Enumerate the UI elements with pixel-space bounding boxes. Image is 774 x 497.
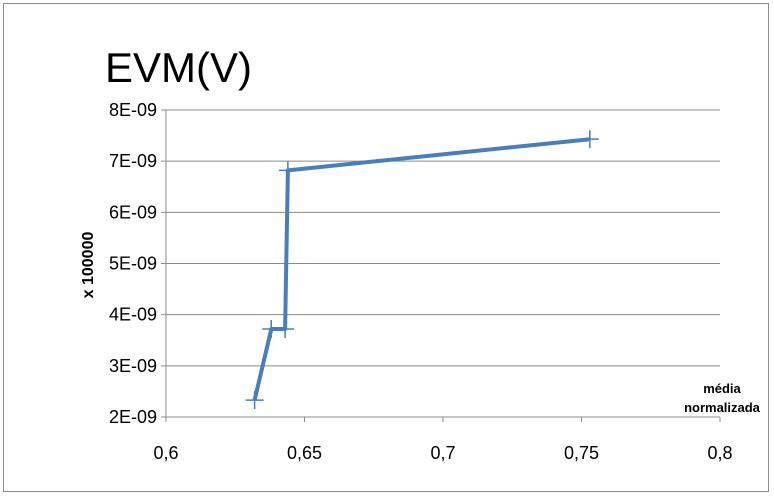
y-tick-label-2: 4E-09 <box>109 305 157 325</box>
y-tick-label-4: 6E-09 <box>109 202 157 222</box>
x-tick-labels: 0,6 0,65 0,7 0,75 0,8 <box>153 417 733 463</box>
y-tick-label-1: 3E-09 <box>109 356 157 376</box>
y-tick-label-3: 5E-09 <box>109 254 157 274</box>
chart-title: EVM(V) <box>105 44 252 91</box>
chart-frame <box>3 3 769 492</box>
y-axis-label: x 100000 <box>80 232 97 299</box>
y-tick-label-6: 8E-09 <box>109 100 157 120</box>
y-tick-label-5: 7E-09 <box>109 151 157 171</box>
data-point <box>580 130 599 149</box>
data-point <box>245 391 264 410</box>
data-point <box>276 319 295 338</box>
y-tick-label-0: 2E-09 <box>109 407 157 427</box>
y-tick-labels: 2E-09 3E-09 4E-09 5E-09 6E-09 7E-09 8E-09 <box>109 100 166 427</box>
x-tick-label-2: 0,7 <box>430 443 455 463</box>
data-point <box>278 161 297 180</box>
x-tick-label-0: 0,6 <box>153 443 178 463</box>
x-tick-label-1: 0,65 <box>287 443 322 463</box>
x-axis-label-line-1: média <box>703 381 741 396</box>
x-axis-label-line-2: normalizada <box>684 400 761 415</box>
series-line-0 <box>252 137 591 401</box>
x-tick-label-3: 0,75 <box>564 443 599 463</box>
series-group <box>245 130 599 410</box>
x-tick-label-4: 0,8 <box>707 443 732 463</box>
